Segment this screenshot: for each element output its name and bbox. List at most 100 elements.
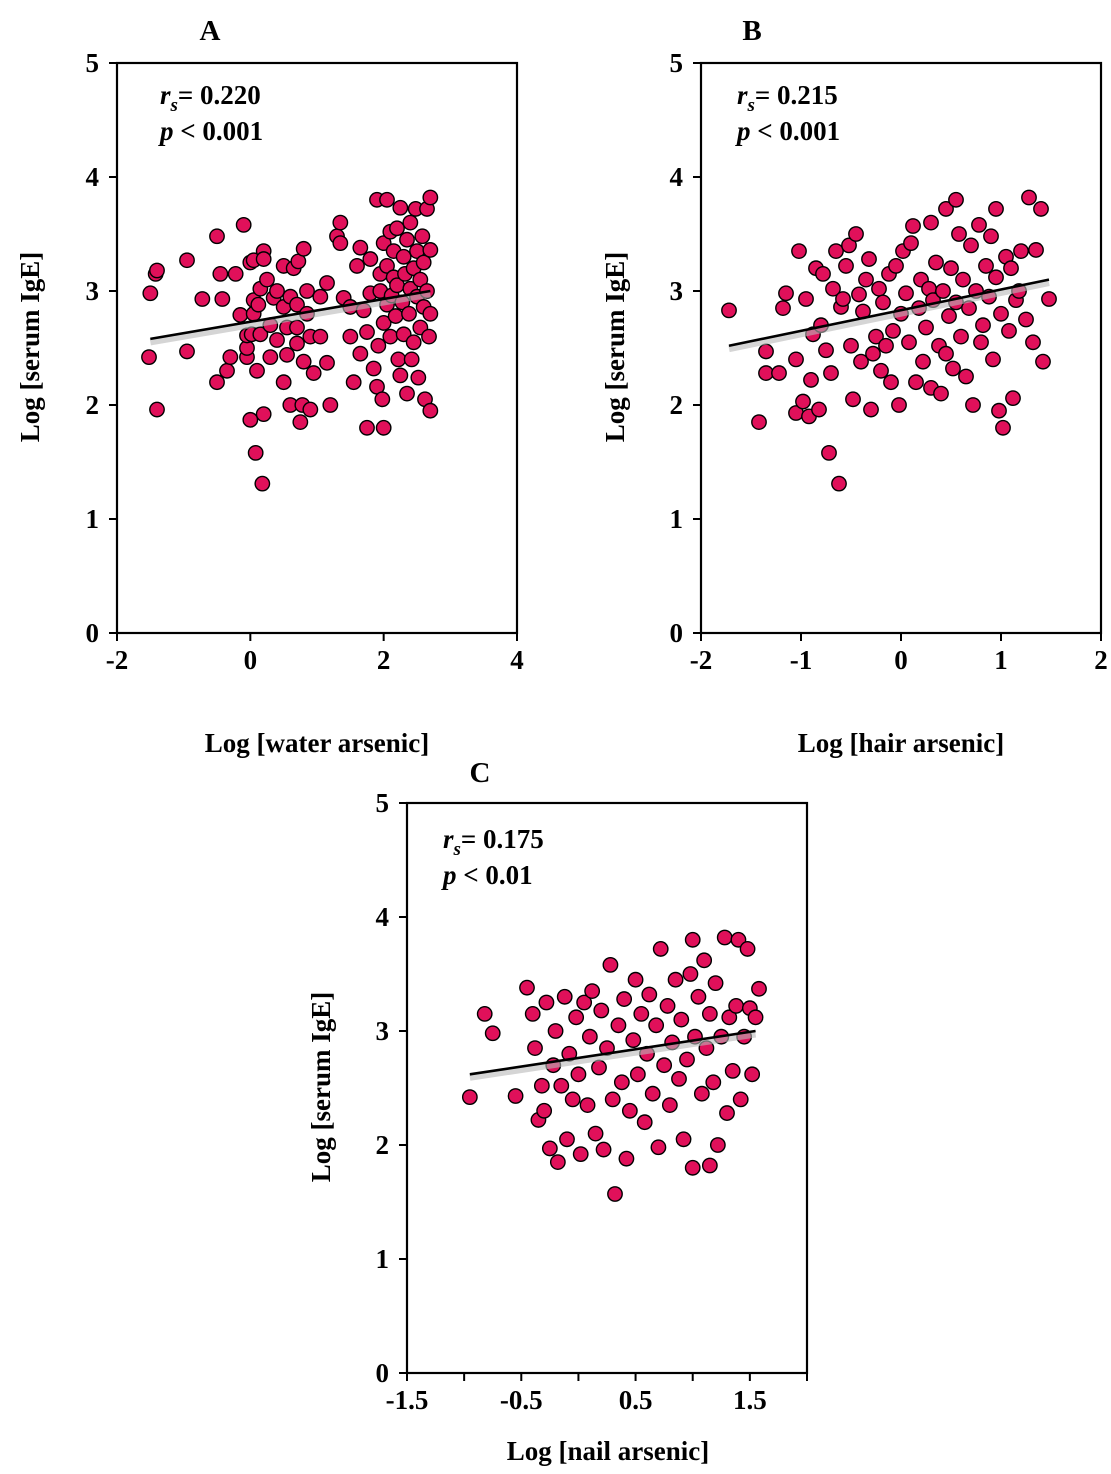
scatter-point — [758, 343, 774, 360]
scatter-point — [853, 353, 869, 370]
trendline-shadow — [149, 290, 431, 346]
p-value-annotation: p < 0.01 — [441, 860, 533, 890]
scatter-point — [299, 283, 315, 299]
scatter-point — [319, 275, 335, 291]
scatter-point — [533, 1077, 550, 1094]
scatter-point — [679, 1051, 695, 1068]
scatter-point — [993, 305, 1009, 322]
scatter-point — [232, 307, 249, 323]
scatter-point — [636, 1114, 653, 1131]
x-tick-label: 1 — [994, 645, 1008, 675]
scatter-point — [212, 265, 229, 282]
scatter-point — [878, 337, 894, 354]
y-tick-label: 0 — [86, 618, 100, 648]
scatter-point — [1035, 353, 1051, 370]
scatter-point — [835, 291, 851, 307]
scatter-point — [252, 326, 269, 343]
scatter-point — [536, 1102, 553, 1119]
scatter-point — [289, 296, 305, 313]
y-tick-label: 4 — [670, 162, 684, 192]
scatter-point — [825, 280, 841, 297]
scatter-point — [332, 214, 349, 231]
scatter-point — [671, 1070, 687, 1087]
scatter-point — [868, 328, 884, 345]
y-tick-label: 3 — [670, 276, 684, 306]
p-value: < 0.001 — [174, 116, 264, 146]
scatter-point — [375, 419, 392, 436]
scatter-point — [923, 214, 939, 231]
scatter-point — [898, 285, 914, 302]
scatter-point — [250, 296, 267, 313]
scatter-point — [209, 374, 225, 391]
scatter-point — [142, 285, 159, 302]
p-symbol: p — [158, 116, 174, 146]
scatter-point — [214, 291, 231, 307]
scatter-point — [564, 1091, 581, 1108]
scatter-point — [379, 191, 395, 208]
plot-frame — [115, 61, 519, 635]
y-tick-label: 2 — [376, 1130, 390, 1160]
scatter-point — [778, 285, 794, 302]
scatter-point — [788, 351, 804, 368]
scatter-point — [621, 1102, 638, 1119]
scatter-point — [873, 362, 889, 379]
scatter-point — [728, 998, 745, 1014]
scatter-point — [422, 189, 439, 206]
y-tick-label: 5 — [376, 788, 390, 818]
scatter-point — [149, 401, 165, 418]
scatter-point — [1005, 390, 1021, 407]
scatter-point — [953, 328, 969, 345]
scatter-point — [1041, 291, 1057, 307]
p-value-annotation: p < 0.001 — [158, 116, 263, 146]
scatter-point — [991, 402, 1007, 419]
scatter-point — [421, 328, 437, 345]
scatter-point — [572, 1146, 589, 1163]
x-tick-label: 0.5 — [619, 1385, 653, 1415]
scatter-point — [633, 1006, 650, 1022]
scatter-point — [863, 401, 879, 418]
scatter-point — [751, 414, 767, 430]
scatter-point — [322, 397, 339, 413]
scatter-point — [610, 1017, 627, 1034]
stat-value: = 0.215 — [755, 80, 838, 110]
x-tick-label: -1 — [790, 645, 813, 675]
scatter-point — [693, 1085, 710, 1102]
scatter-point — [269, 283, 285, 299]
scatter-point — [938, 201, 954, 217]
scatter-point — [556, 988, 573, 1005]
y-tick-label: 0 — [670, 618, 684, 648]
scatter-point — [305, 365, 322, 381]
scatter-point — [389, 220, 405, 237]
trendline-shadow — [469, 1030, 757, 1081]
panel-label: B — [742, 15, 761, 47]
x-tick-label: 0 — [894, 645, 908, 675]
scatter-point — [945, 360, 961, 377]
stat-value: = 0.220 — [178, 80, 261, 110]
y-tick-label: 1 — [670, 504, 684, 534]
stat-subscript: s — [453, 839, 461, 860]
y-tick-label: 4 — [376, 902, 390, 932]
x-tick-label: -2 — [690, 645, 713, 675]
correlation-annotation: rs= 0.175 — [443, 824, 544, 860]
scatter-point — [721, 302, 737, 319]
scatter-point — [392, 199, 409, 216]
scatter-point — [422, 402, 439, 419]
scatter-point — [843, 337, 859, 354]
x-axis-label: Log [nail arsenic] — [507, 1436, 710, 1466]
scatter-point — [1033, 201, 1049, 217]
x-tick-label: -2 — [106, 645, 129, 675]
scatter-point — [292, 414, 309, 430]
scatter-point — [370, 337, 387, 354]
scatter-point — [798, 291, 814, 307]
x-tick-label: -1.5 — [386, 1385, 429, 1415]
scatter-point — [1021, 189, 1037, 206]
y-axis-label: Log [serum IgE] — [600, 252, 630, 443]
panel-label: C — [470, 757, 491, 789]
scatter-point — [690, 988, 707, 1005]
scatter-point — [648, 1017, 665, 1034]
scatter-point — [652, 941, 669, 957]
scatter-point — [395, 248, 412, 265]
stat-symbol: r — [737, 80, 748, 110]
scatter-point — [527, 1040, 543, 1057]
